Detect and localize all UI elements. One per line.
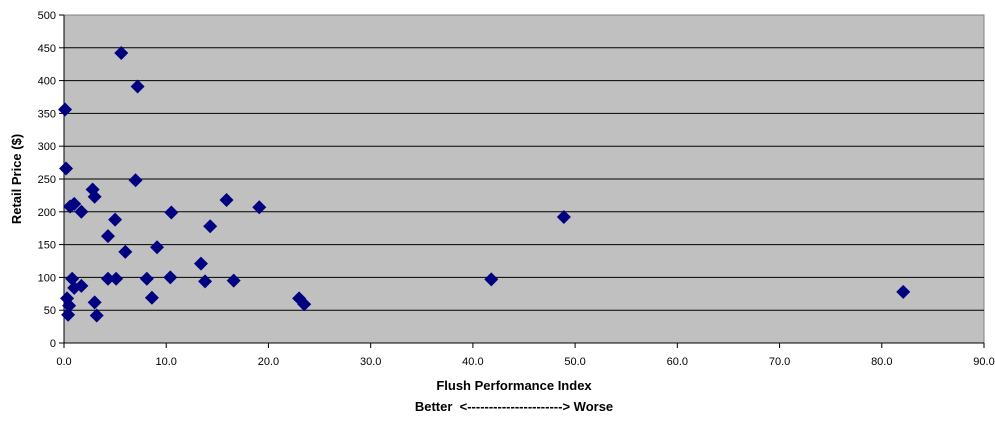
x-tick-label: 80.0 <box>871 356 892 368</box>
y-tick-label: 100 <box>38 272 56 284</box>
data-point <box>139 271 154 286</box>
y-tick-label: 200 <box>38 207 56 219</box>
x-tick-label: 40.0 <box>462 356 483 368</box>
data-point <box>226 273 241 288</box>
x-axis-title: Flush Performance Index <box>436 378 592 393</box>
data-point <box>109 271 124 286</box>
data-point <box>65 271 80 286</box>
y-tick-label: 150 <box>38 240 56 252</box>
data-point <box>100 229 115 244</box>
data-point <box>219 192 234 207</box>
y-axis-title: Retail Price ($) <box>9 134 24 224</box>
y-tick-label: 400 <box>38 76 56 88</box>
data-point <box>87 189 102 204</box>
data-point <box>130 79 145 94</box>
x-tick-label: 20.0 <box>258 356 279 368</box>
data-point <box>89 308 104 323</box>
data-point <box>252 200 267 215</box>
data-point <box>896 284 911 299</box>
data-point <box>297 297 312 312</box>
data-point <box>193 256 208 271</box>
y-tick-label: 0 <box>50 338 56 350</box>
x-axis-direction-note: Better <----------------------> Worse <box>415 399 613 414</box>
data-point <box>556 210 571 225</box>
y-tick-label: 250 <box>38 174 56 186</box>
data-point <box>61 307 76 322</box>
gridlines <box>64 47 984 311</box>
data-point <box>87 295 102 310</box>
x-tick-label: 60.0 <box>667 356 688 368</box>
y-tick-label: 350 <box>38 108 56 120</box>
x-tick-label: 50.0 <box>564 356 585 368</box>
data-point <box>128 173 143 188</box>
x-tick-label: 0.0 <box>56 356 71 368</box>
data-point <box>118 244 133 259</box>
data-point <box>74 204 89 219</box>
data-point <box>150 240 165 255</box>
data-point <box>67 280 82 295</box>
data-point <box>144 290 159 305</box>
data-point <box>114 46 129 61</box>
y-axis-ticks: 0 50 100 150 200 250 300 350 400 450 500 <box>38 10 64 350</box>
data-point <box>59 161 74 176</box>
data-point <box>198 274 213 289</box>
data-point <box>203 219 218 234</box>
x-tick-label: 10.0 <box>156 356 177 368</box>
data-points <box>58 46 911 323</box>
x-tick-label: 90.0 <box>973 356 994 368</box>
y-tick-label: 500 <box>38 10 56 22</box>
x-axis-ticks: 0.0 10.0 20.0 30.0 40.0 50.0 60.0 70.0 80.0 90.0 <box>56 343 995 368</box>
data-point <box>62 298 77 313</box>
data-point <box>100 271 115 286</box>
data-point <box>163 270 178 285</box>
x-tick-label: 30.0 <box>360 356 381 368</box>
y-tick-label: 450 <box>38 43 56 55</box>
x-tick-label: 70.0 <box>769 356 790 368</box>
data-point <box>67 196 82 211</box>
data-point <box>164 205 179 220</box>
data-point <box>108 212 123 227</box>
data-point <box>58 102 73 117</box>
y-tick-label: 50 <box>44 305 56 317</box>
data-point <box>484 272 499 287</box>
y-tick-label: 300 <box>38 141 56 153</box>
